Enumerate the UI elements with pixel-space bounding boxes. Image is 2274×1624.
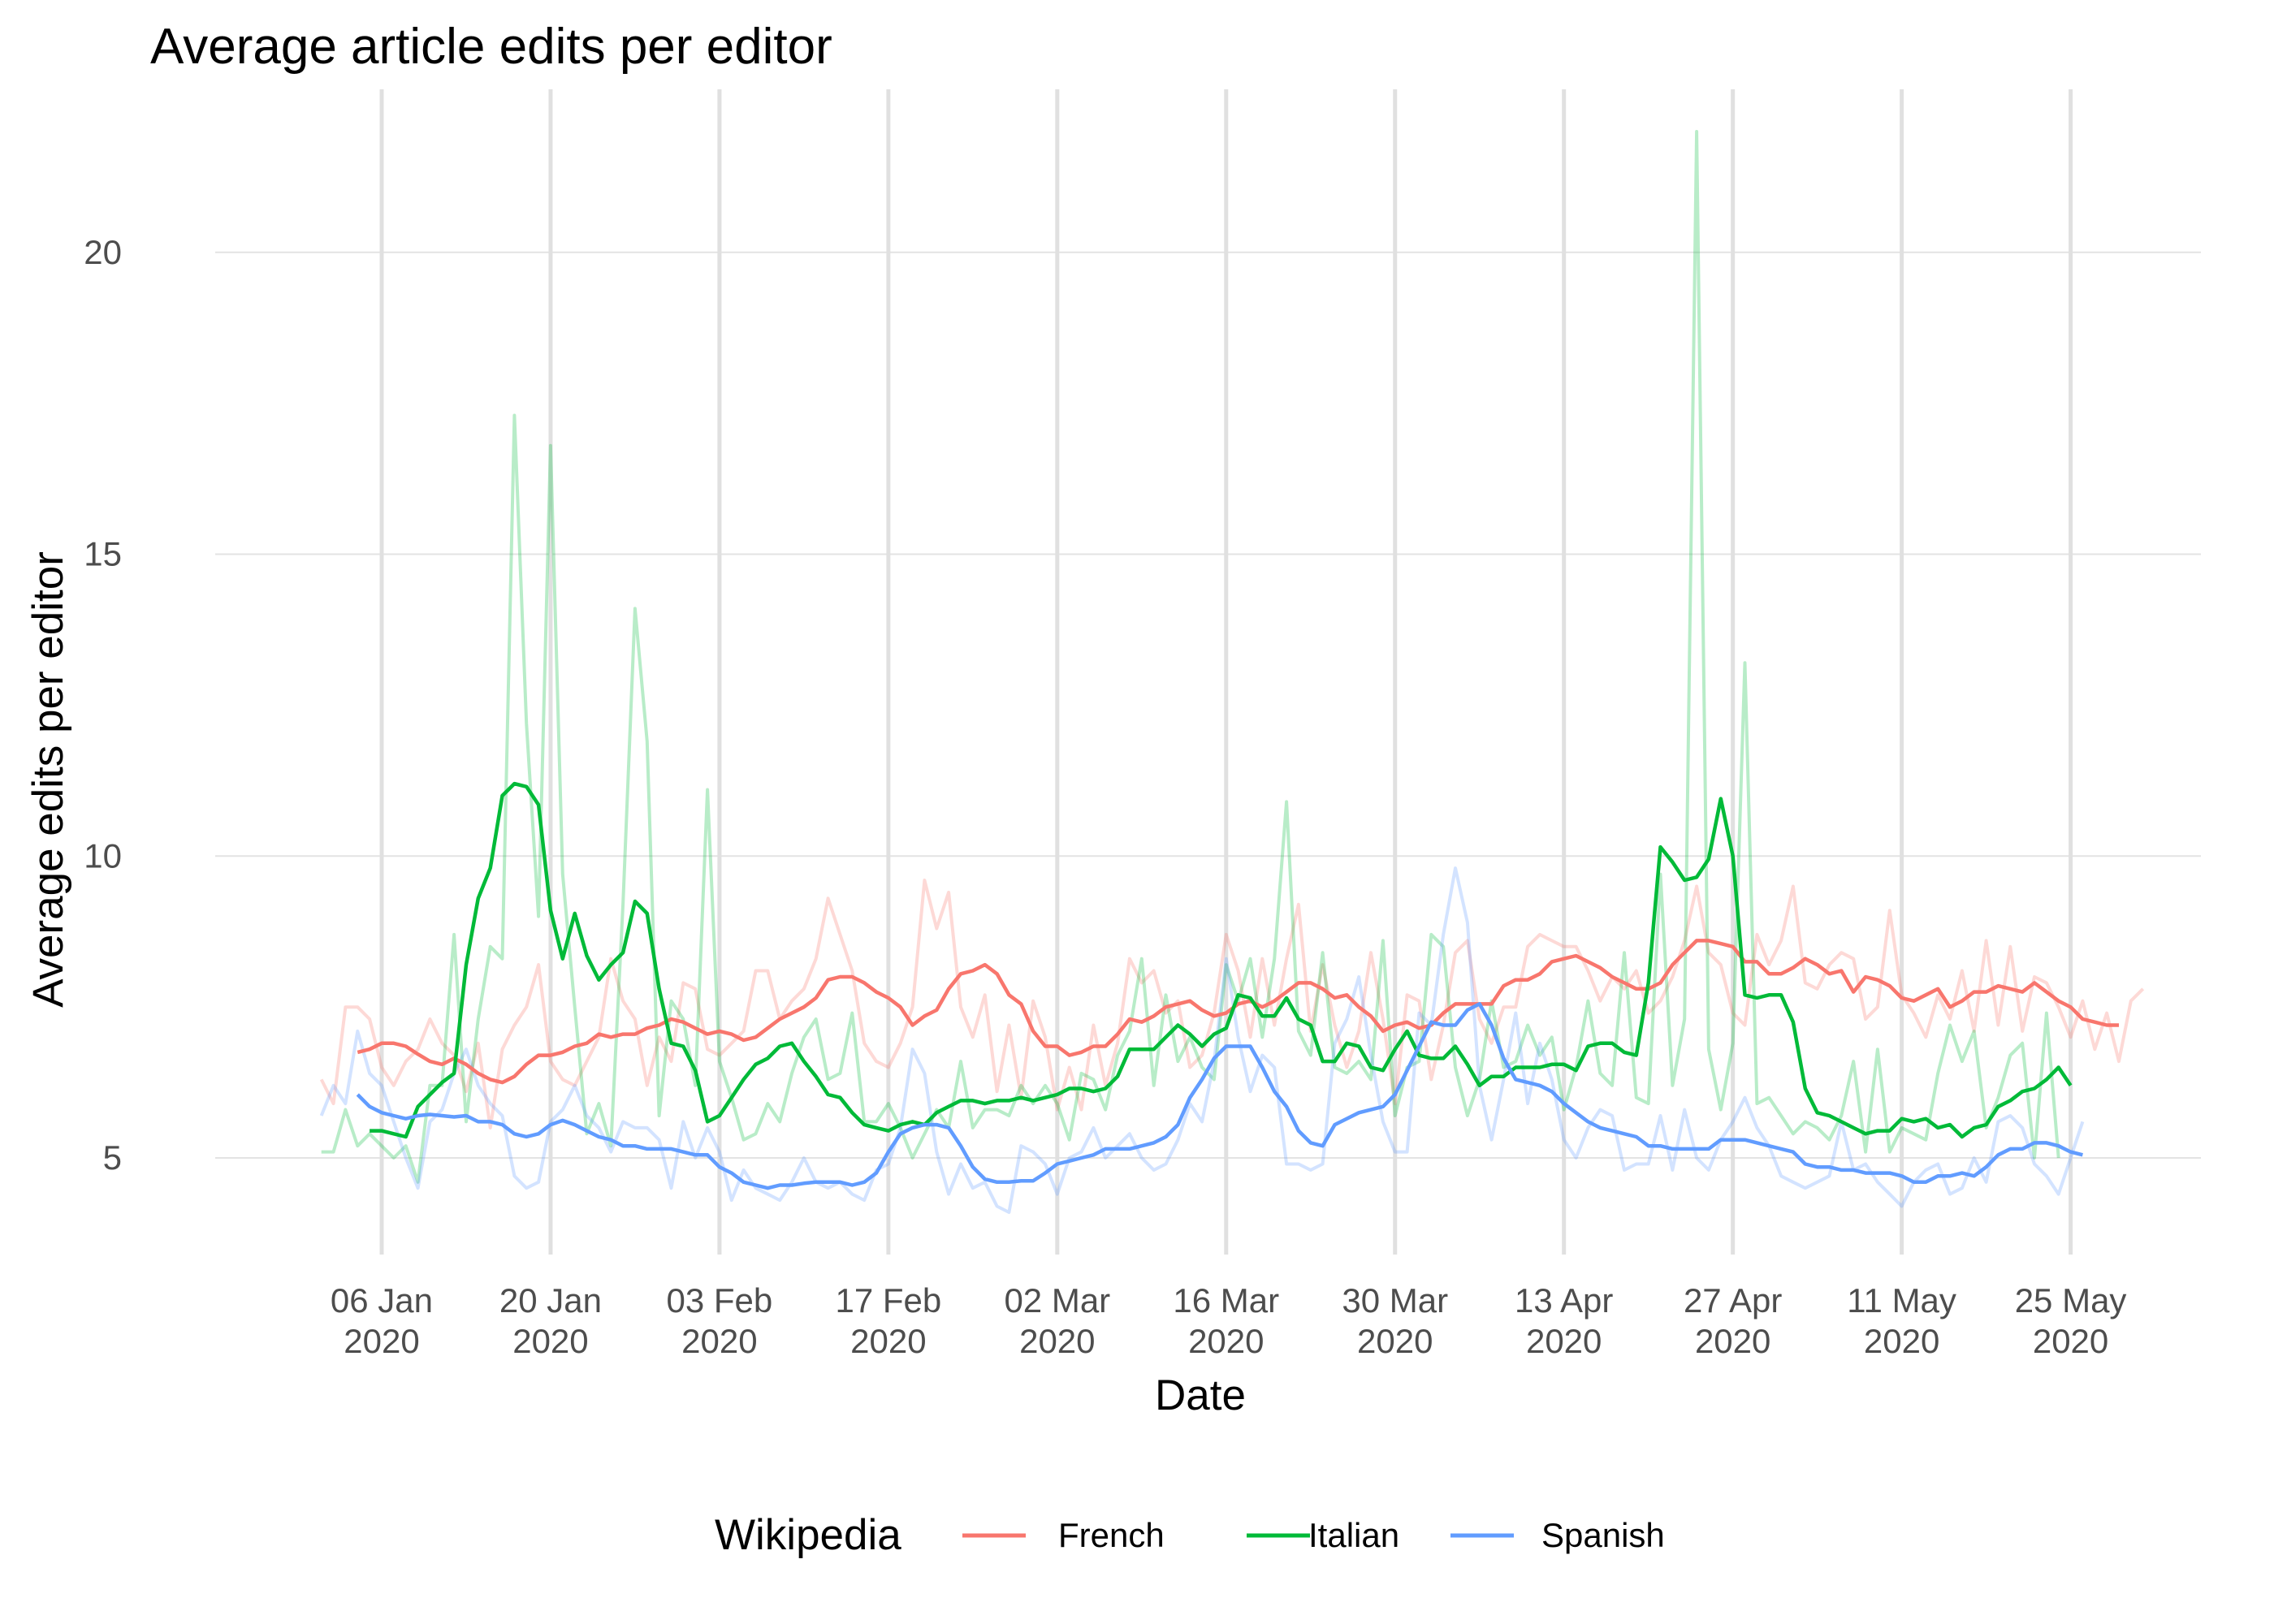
legend: Wikipedia French Italian Spanish — [715, 1511, 1665, 1559]
smooth-line-french — [357, 939, 2119, 1085]
chart-title: Average article edits per editor — [150, 19, 832, 75]
x-tick-label: 13 Apr 2020 — [1515, 1281, 1613, 1360]
x-tick-label: 30 Mar 2020 — [1342, 1281, 1448, 1360]
x-tick-label: 11 May 2020 — [1847, 1281, 1956, 1360]
x-tick-label: 02 Mar 2020 — [1004, 1281, 1110, 1360]
y-tick-label: 5 — [103, 1138, 122, 1177]
y-tick-label: 10 — [84, 836, 122, 875]
x-tick-label: 16 Mar 2020 — [1173, 1281, 1279, 1360]
raw-line-italian — [321, 130, 2060, 1184]
gridlines — [215, 89, 2201, 1255]
x-tick-label: 17 Feb 2020 — [835, 1281, 941, 1360]
legend-label-italian: Italian — [1308, 1516, 1399, 1554]
y-tick-label: 15 — [84, 535, 122, 573]
x-tick-label: 20 Jan 2020 — [499, 1281, 602, 1360]
x-axis-title: Date — [1155, 1371, 1246, 1419]
legend-label-spanish: Spanish — [1541, 1516, 1665, 1554]
x-tick-label: 03 Feb 2020 — [667, 1281, 773, 1360]
x-tick-label: 06 Jan 2020 — [331, 1281, 433, 1360]
smoothed-series-lines — [356, 781, 2119, 1190]
x-tick-label: 25 May 2020 — [2015, 1281, 2127, 1360]
x-tick-label: 27 Apr 2020 — [1684, 1281, 1782, 1360]
raw-line-french — [319, 879, 2145, 1129]
y-axis-title: Average edits per editor — [24, 551, 72, 1008]
y-axis-ticks: 5 10 15 20 — [84, 233, 122, 1177]
legend-title: Wikipedia — [715, 1511, 901, 1559]
smooth-line-italian — [370, 781, 2073, 1139]
legend-label-french: French — [1058, 1516, 1165, 1554]
smooth-line-spanish — [356, 1002, 2083, 1190]
y-tick-label: 20 — [84, 233, 122, 271]
x-axis-ticks: 06 Jan 2020 20 Jan 2020 03 Feb 2020 17 Feb 2020… — [331, 1281, 2127, 1360]
